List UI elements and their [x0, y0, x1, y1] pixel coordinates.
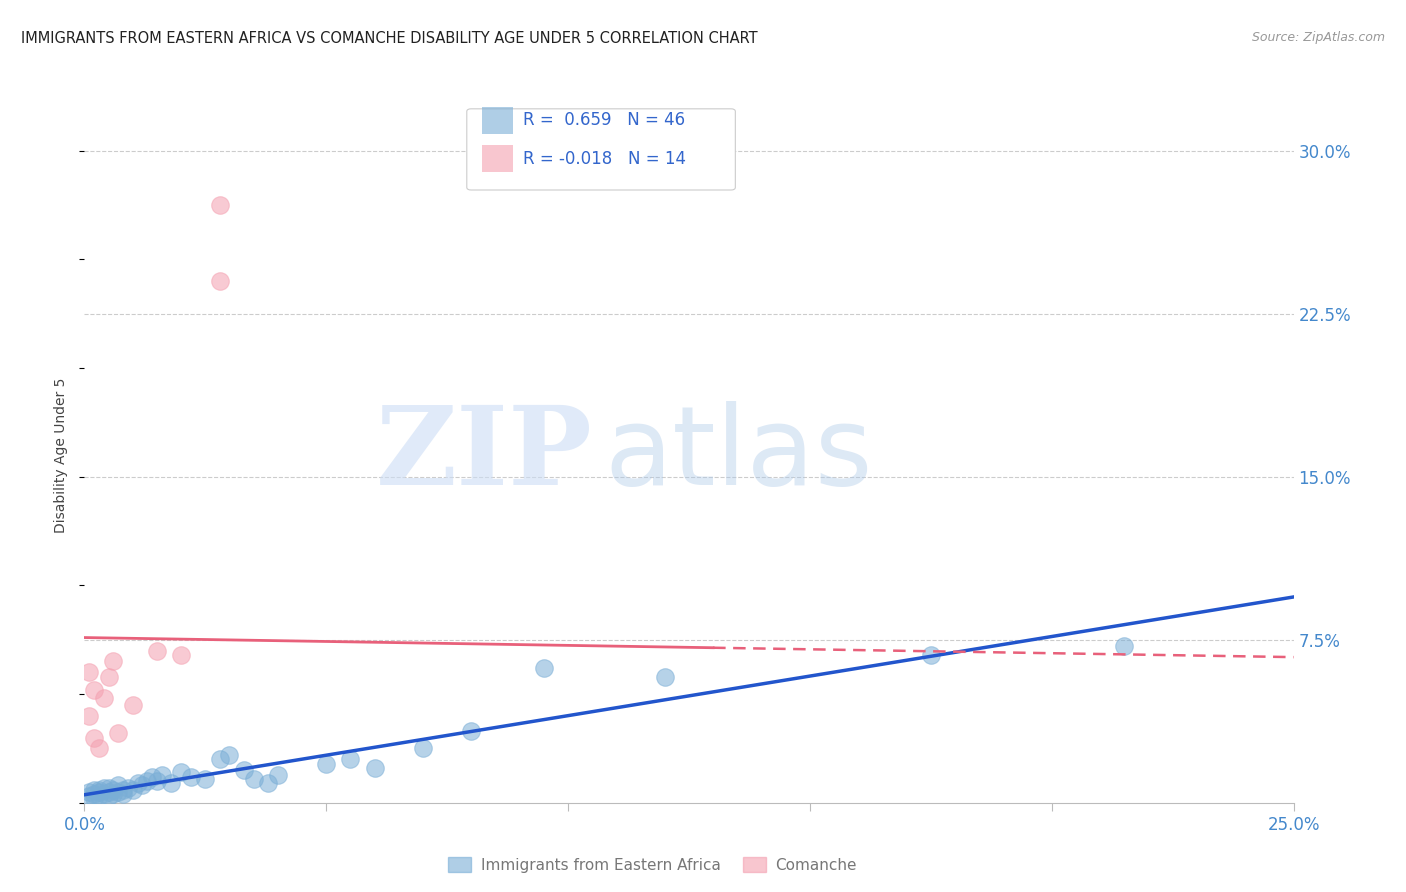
- Point: [87, 789, 110, 804]
- Point: [121, 782, 143, 797]
- Point: [218, 747, 240, 762]
- Point: [160, 776, 183, 790]
- Point: [83, 791, 105, 805]
- Y-axis label: Disability Age Under 5: Disability Age Under 5: [55, 377, 69, 533]
- Point: [93, 780, 115, 795]
- Point: [103, 782, 125, 797]
- Point: [1114, 639, 1136, 653]
- Point: [315, 756, 337, 771]
- Point: [141, 770, 163, 784]
- Text: R = -0.018   N = 14: R = -0.018 N = 14: [523, 150, 686, 168]
- Point: [87, 741, 110, 756]
- Point: [233, 763, 256, 777]
- Point: [83, 682, 105, 697]
- Point: [77, 708, 100, 723]
- Point: [412, 741, 434, 756]
- Point: [920, 648, 942, 662]
- Point: [533, 661, 555, 675]
- Point: [257, 776, 280, 790]
- Text: atlas: atlas: [605, 401, 873, 508]
- Point: [112, 782, 135, 797]
- Point: [208, 198, 231, 212]
- Point: [127, 776, 149, 790]
- Point: [208, 752, 231, 766]
- Point: [170, 648, 193, 662]
- Point: [103, 655, 125, 669]
- Point: [97, 670, 120, 684]
- Point: [83, 787, 105, 801]
- Point: [194, 772, 217, 786]
- Point: [83, 782, 105, 797]
- Point: [77, 785, 100, 799]
- Point: [87, 782, 110, 797]
- Point: [180, 770, 202, 784]
- Point: [93, 691, 115, 706]
- Point: [242, 772, 264, 786]
- Point: [83, 731, 105, 745]
- Point: [208, 274, 231, 288]
- Point: [97, 785, 120, 799]
- Point: [654, 670, 676, 684]
- Point: [121, 698, 143, 712]
- Point: [107, 778, 129, 793]
- Point: [107, 726, 129, 740]
- Point: [267, 767, 290, 781]
- Point: [87, 785, 110, 799]
- Point: [339, 752, 361, 766]
- Point: [150, 767, 173, 781]
- Point: [97, 780, 120, 795]
- Point: [77, 789, 100, 804]
- Point: [77, 665, 100, 680]
- Point: [93, 787, 115, 801]
- Point: [363, 761, 385, 775]
- Text: R =  0.659   N = 46: R = 0.659 N = 46: [523, 112, 685, 129]
- Point: [136, 774, 159, 789]
- Point: [170, 765, 193, 780]
- Point: [146, 774, 169, 789]
- Point: [460, 724, 482, 739]
- Legend: Immigrants from Eastern Africa, Comanche: Immigrants from Eastern Africa, Comanche: [443, 850, 863, 879]
- Point: [97, 789, 120, 804]
- Text: ZIP: ZIP: [375, 401, 592, 508]
- Point: [107, 785, 129, 799]
- Point: [117, 780, 139, 795]
- Point: [103, 787, 125, 801]
- Text: IMMIGRANTS FROM EASTERN AFRICA VS COMANCHE DISABILITY AGE UNDER 5 CORRELATION CH: IMMIGRANTS FROM EASTERN AFRICA VS COMANC…: [21, 31, 758, 46]
- Point: [131, 778, 153, 793]
- Point: [112, 787, 135, 801]
- Text: Source: ZipAtlas.com: Source: ZipAtlas.com: [1251, 31, 1385, 45]
- Point: [146, 643, 169, 657]
